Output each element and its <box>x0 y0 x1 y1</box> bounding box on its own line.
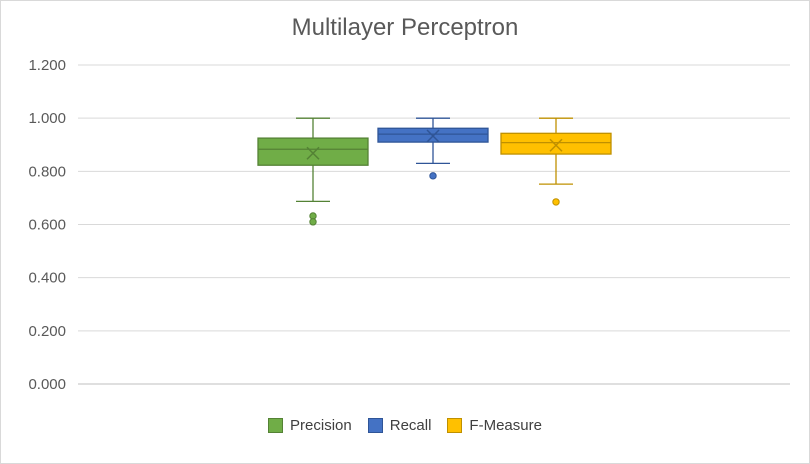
legend-item-f-measure: F-Measure <box>447 417 542 434</box>
legend-label-precision: Precision <box>290 417 352 434</box>
y-tick-label: 0.400 <box>28 270 66 287</box>
legend-item-precision: Precision <box>268 417 352 434</box>
legend-item-recall: Recall <box>367 417 432 434</box>
box-precision <box>257 137 369 166</box>
outlier-point-f-measure <box>552 198 560 206</box>
legend-label-recall: Recall <box>389 417 432 434</box>
outlier-point-recall <box>429 172 437 180</box>
outlier-point-precision <box>309 218 317 226</box>
mean-marker-precision <box>306 146 320 160</box>
mean-marker-recall <box>426 129 440 143</box>
box-f-measure <box>500 132 612 155</box>
legend-label-f-measure: F-Measure <box>469 417 542 434</box>
legend-swatch-f-measure <box>447 418 463 433</box>
y-tick-label: 1.200 <box>28 57 66 74</box>
mean-marker-f-measure <box>549 138 563 152</box>
legend-swatch-recall <box>367 418 383 433</box>
legend: Precision Recall F-Measure <box>0 417 810 434</box>
y-tick-label: 0.600 <box>28 217 66 234</box>
chart-title: Multilayer Perceptron <box>291 14 519 41</box>
legend-swatch-precision <box>268 418 284 433</box>
y-tick-label: 0.800 <box>28 163 66 180</box>
y-tick-label: 1.000 <box>28 110 66 127</box>
y-tick-label: 0.000 <box>28 376 66 393</box>
y-tick-label: 0.200 <box>28 323 66 340</box>
